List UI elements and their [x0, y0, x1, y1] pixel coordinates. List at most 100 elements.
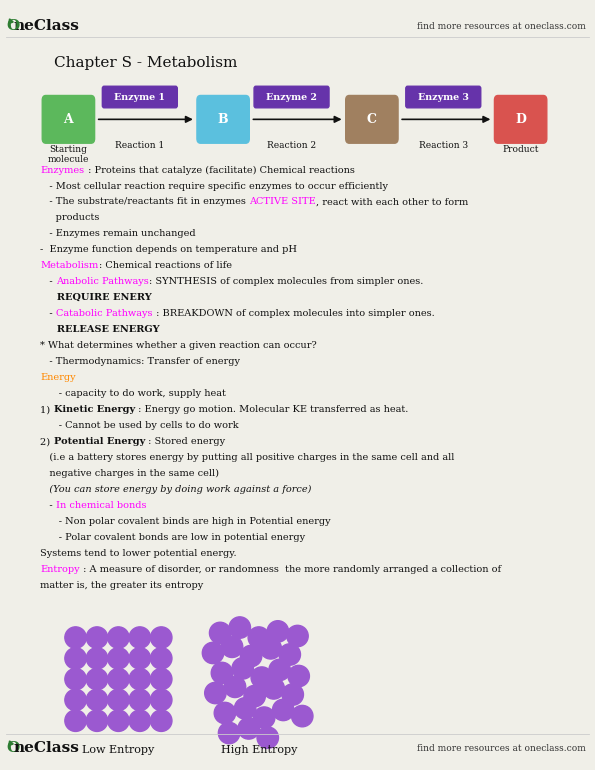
Ellipse shape [151, 689, 172, 711]
Ellipse shape [221, 636, 243, 658]
FancyBboxPatch shape [197, 95, 249, 143]
Ellipse shape [202, 642, 224, 664]
Text: Potential Energy: Potential Energy [54, 437, 145, 446]
Ellipse shape [282, 684, 303, 705]
Ellipse shape [129, 689, 151, 711]
Ellipse shape [65, 668, 86, 690]
Ellipse shape [86, 627, 108, 648]
Ellipse shape [151, 627, 172, 648]
Text: B: B [218, 113, 228, 126]
Text: negative charges in the same cell): negative charges in the same cell) [40, 469, 220, 478]
Text: Catabolic Pathways: Catabolic Pathways [56, 310, 153, 318]
Text: products: products [40, 213, 100, 223]
Text: Anabolic Pathways: Anabolic Pathways [56, 277, 149, 286]
Ellipse shape [260, 638, 281, 659]
Ellipse shape [232, 658, 253, 679]
Text: (You can store energy by doing work against a force): (You can store energy by doing work agai… [40, 485, 312, 494]
Text: Enzyme 1: Enzyme 1 [114, 92, 165, 102]
Ellipse shape [65, 627, 86, 648]
Ellipse shape [205, 682, 226, 704]
Ellipse shape [108, 627, 129, 648]
Ellipse shape [129, 710, 151, 732]
Ellipse shape [65, 710, 86, 732]
Ellipse shape [234, 698, 256, 719]
Text: -: - [40, 501, 56, 510]
Text: Entropy: Entropy [40, 565, 80, 574]
Ellipse shape [151, 648, 172, 669]
Text: (i.e a battery stores energy by putting all positive charges in the same cell an: (i.e a battery stores energy by putting … [40, 453, 455, 462]
Ellipse shape [218, 722, 240, 744]
FancyBboxPatch shape [254, 86, 329, 108]
Ellipse shape [267, 621, 289, 642]
Text: Metabolism: Metabolism [40, 261, 99, 270]
Text: O: O [6, 742, 19, 755]
Text: Kinetic Energy: Kinetic Energy [54, 405, 135, 414]
FancyBboxPatch shape [346, 95, 398, 143]
Ellipse shape [287, 625, 308, 647]
Ellipse shape [129, 668, 151, 690]
Ellipse shape [229, 617, 250, 638]
Ellipse shape [238, 718, 259, 739]
Text: : Stored energy: : Stored energy [145, 437, 225, 446]
Ellipse shape [129, 627, 151, 648]
Ellipse shape [108, 689, 129, 711]
Text: Systems tend to lower potential energy.: Systems tend to lower potential energy. [40, 549, 237, 558]
Text: Starting
molecule: Starting molecule [48, 145, 89, 164]
Text: In chemical bonds: In chemical bonds [56, 501, 147, 510]
Ellipse shape [240, 645, 262, 667]
Text: matter is, the greater its entropy: matter is, the greater its entropy [40, 581, 203, 590]
Text: : Proteins that catalyze (facilitate) Chemical reactions: : Proteins that catalyze (facilitate) Ch… [84, 166, 355, 175]
Ellipse shape [279, 644, 300, 665]
Ellipse shape [108, 668, 129, 690]
FancyBboxPatch shape [42, 95, 95, 143]
Text: neClass: neClass [13, 742, 79, 755]
Text: Chapter S - Metabolism: Chapter S - Metabolism [54, 56, 237, 70]
Ellipse shape [248, 627, 270, 648]
Text: Reaction 1: Reaction 1 [115, 141, 164, 150]
Text: Energy: Energy [40, 373, 76, 382]
Text: -: - [40, 277, 56, 286]
Text: - The substrate/reactants fit in enzymes: - The substrate/reactants fit in enzymes [40, 197, 249, 206]
Text: : BREAKDOWN of complex molecules into simpler ones.: : BREAKDOWN of complex molecules into si… [153, 310, 434, 318]
Text: : Chemical reactions of life: : Chemical reactions of life [99, 261, 231, 270]
Ellipse shape [257, 727, 278, 748]
FancyBboxPatch shape [406, 86, 481, 108]
Text: , react with each other to form: , react with each other to form [316, 197, 468, 206]
Text: - capacity to do work, supply heat: - capacity to do work, supply heat [40, 389, 226, 398]
Text: C: C [367, 113, 377, 126]
Ellipse shape [244, 685, 265, 707]
Text: Reaction 3: Reaction 3 [419, 141, 468, 150]
Text: * What determines whether a given reaction can occur?: * What determines whether a given reacti… [40, 341, 317, 350]
Ellipse shape [251, 667, 273, 688]
Ellipse shape [86, 689, 108, 711]
Text: Enzyme 3: Enzyme 3 [418, 92, 469, 102]
Text: : Energy go motion. Molecular KE transferred as heat.: : Energy go motion. Molecular KE transfe… [135, 405, 408, 414]
Text: -  Enzyme function depends on temperature and pH: - Enzyme function depends on temperature… [40, 246, 298, 254]
Text: - Most cellular reaction require specific enzymes to occur efficiently: - Most cellular reaction require specifi… [40, 182, 389, 190]
Ellipse shape [288, 665, 309, 687]
Text: High Entropy: High Entropy [221, 745, 297, 755]
Text: O: O [6, 19, 19, 33]
Ellipse shape [86, 668, 108, 690]
Ellipse shape [86, 710, 108, 732]
Text: : A measure of disorder, or randomness  the more randomly arranged a collection : : A measure of disorder, or randomness t… [80, 565, 501, 574]
Ellipse shape [65, 689, 86, 711]
Text: RELEASE ENERGY: RELEASE ENERGY [40, 325, 160, 334]
Text: -: - [40, 310, 56, 318]
Ellipse shape [129, 648, 151, 669]
Ellipse shape [292, 705, 313, 727]
Text: Product: Product [502, 145, 539, 154]
Text: find more resources at oneclass.com: find more resources at oneclass.com [417, 22, 586, 31]
Text: Enzymes: Enzymes [40, 166, 84, 175]
Text: REQUIRE ENERY: REQUIRE ENERY [40, 293, 152, 303]
Text: neClass: neClass [13, 19, 79, 33]
Text: - Polar covalent bonds are low in potential energy: - Polar covalent bonds are low in potent… [40, 533, 306, 542]
Ellipse shape [86, 648, 108, 669]
Ellipse shape [214, 702, 236, 724]
Ellipse shape [108, 710, 129, 732]
Text: : SYNTHESIS of complex molecules from simpler ones.: : SYNTHESIS of complex molecules from si… [149, 277, 423, 286]
Ellipse shape [263, 678, 284, 699]
Text: 2): 2) [40, 437, 54, 446]
Ellipse shape [151, 710, 172, 732]
Text: - Enzymes remain unchanged: - Enzymes remain unchanged [40, 229, 196, 239]
